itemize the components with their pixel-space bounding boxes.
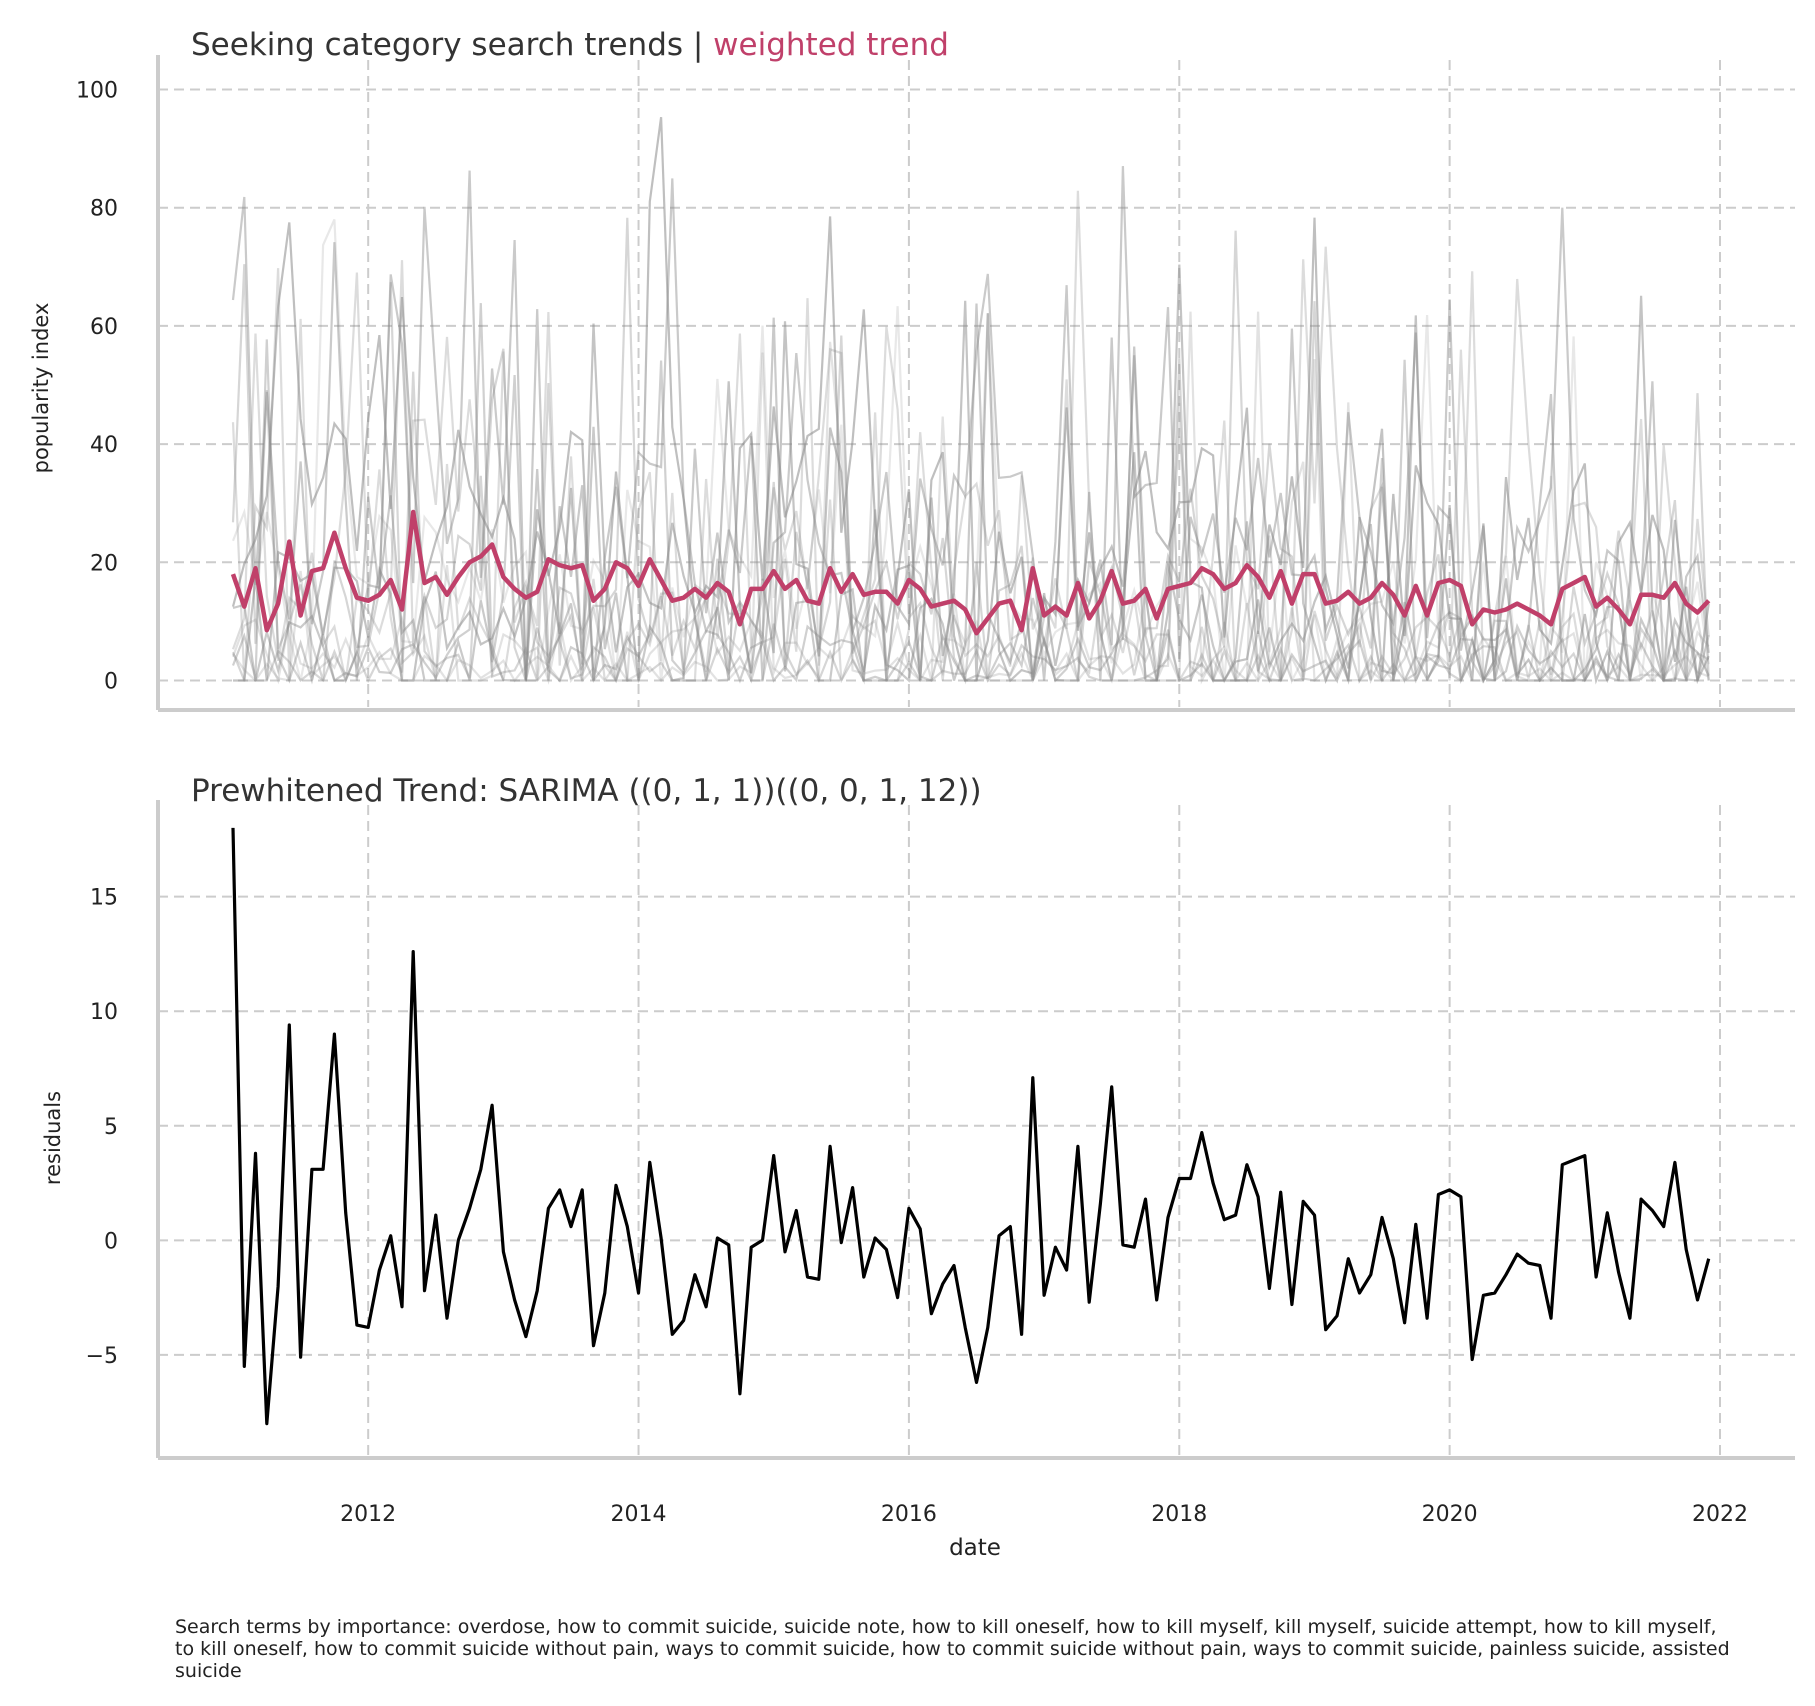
bottom-x-axis-label: date: [949, 1535, 1001, 1561]
background-series-line: [231, 166, 1710, 682]
background-series-line: [233, 264, 1710, 685]
top-y-axis-label: popularity index: [29, 303, 53, 474]
bottom-chart-title: Prewhitened Trend: SARIMA ((0, 1, 1))((0…: [191, 773, 982, 809]
y-tick-label: 20: [90, 551, 118, 576]
background-series-line: [231, 260, 1710, 684]
bottom-y-axis-label: residuals: [41, 1091, 65, 1185]
top-series: [230, 509, 1711, 636]
background-series-line: [232, 341, 1710, 685]
background-series-line: [231, 190, 1710, 685]
footnote: Search terms by importance: overdose, ho…: [175, 1616, 1730, 1682]
y-tick-label: 60: [90, 315, 118, 340]
y-tick-label: 100: [76, 79, 118, 104]
x-tick-label: 2018: [1151, 1502, 1207, 1527]
x-tick-label: 2020: [1422, 1502, 1478, 1527]
top-chart-title: Seeking category search trends | weighte…: [191, 27, 949, 63]
bottom-panel: −5 0 5 10 15 2012 2014 2016 2018 2020 2022 residu…: [41, 773, 1795, 1561]
top-title-main: Seeking category search trends |: [191, 27, 713, 63]
bottom-y-ticks: −5 0 5 10 15: [86, 886, 118, 1369]
bottom-axes: [156, 800, 1795, 1460]
weighted-trend-line: [230, 509, 1711, 636]
background-series-line: [231, 311, 1710, 685]
x-tick-label: 2014: [611, 1502, 667, 1527]
background-series-line: [232, 299, 1710, 685]
top-title-highlight: weighted trend: [713, 27, 949, 63]
x-tick-label: 2022: [1692, 1502, 1748, 1527]
background-series-line: [231, 117, 1710, 682]
y-tick-label: 10: [90, 1000, 118, 1025]
top-panel: 0 20 40 60 80 100 popularity index Seeking ca…: [29, 27, 1795, 712]
bottom-series: [231, 827, 1711, 1426]
y-tick-label: 5: [104, 1115, 118, 1140]
top-y-ticks: 0 20 40 60 80 100: [76, 79, 118, 695]
y-tick-label: −5: [86, 1344, 118, 1369]
bottom-x-ticks: 2012 2014 2016 2018 2020 2022: [340, 1502, 1748, 1527]
bottom-gridlines: [158, 805, 1795, 1455]
background-series-line: [231, 303, 1710, 685]
top-axes: [156, 55, 1795, 712]
y-tick-label: 15: [90, 886, 118, 911]
x-tick-label: 2012: [340, 1502, 396, 1527]
background-series-line: [231, 358, 1710, 684]
residuals-line: [231, 827, 1711, 1426]
top-background-series: [231, 117, 1710, 685]
y-tick-label: 0: [104, 669, 118, 694]
y-tick-label: 0: [104, 1229, 118, 1254]
y-tick-label: 80: [90, 197, 118, 222]
y-tick-label: 40: [90, 433, 118, 458]
x-tick-label: 2016: [881, 1502, 937, 1527]
